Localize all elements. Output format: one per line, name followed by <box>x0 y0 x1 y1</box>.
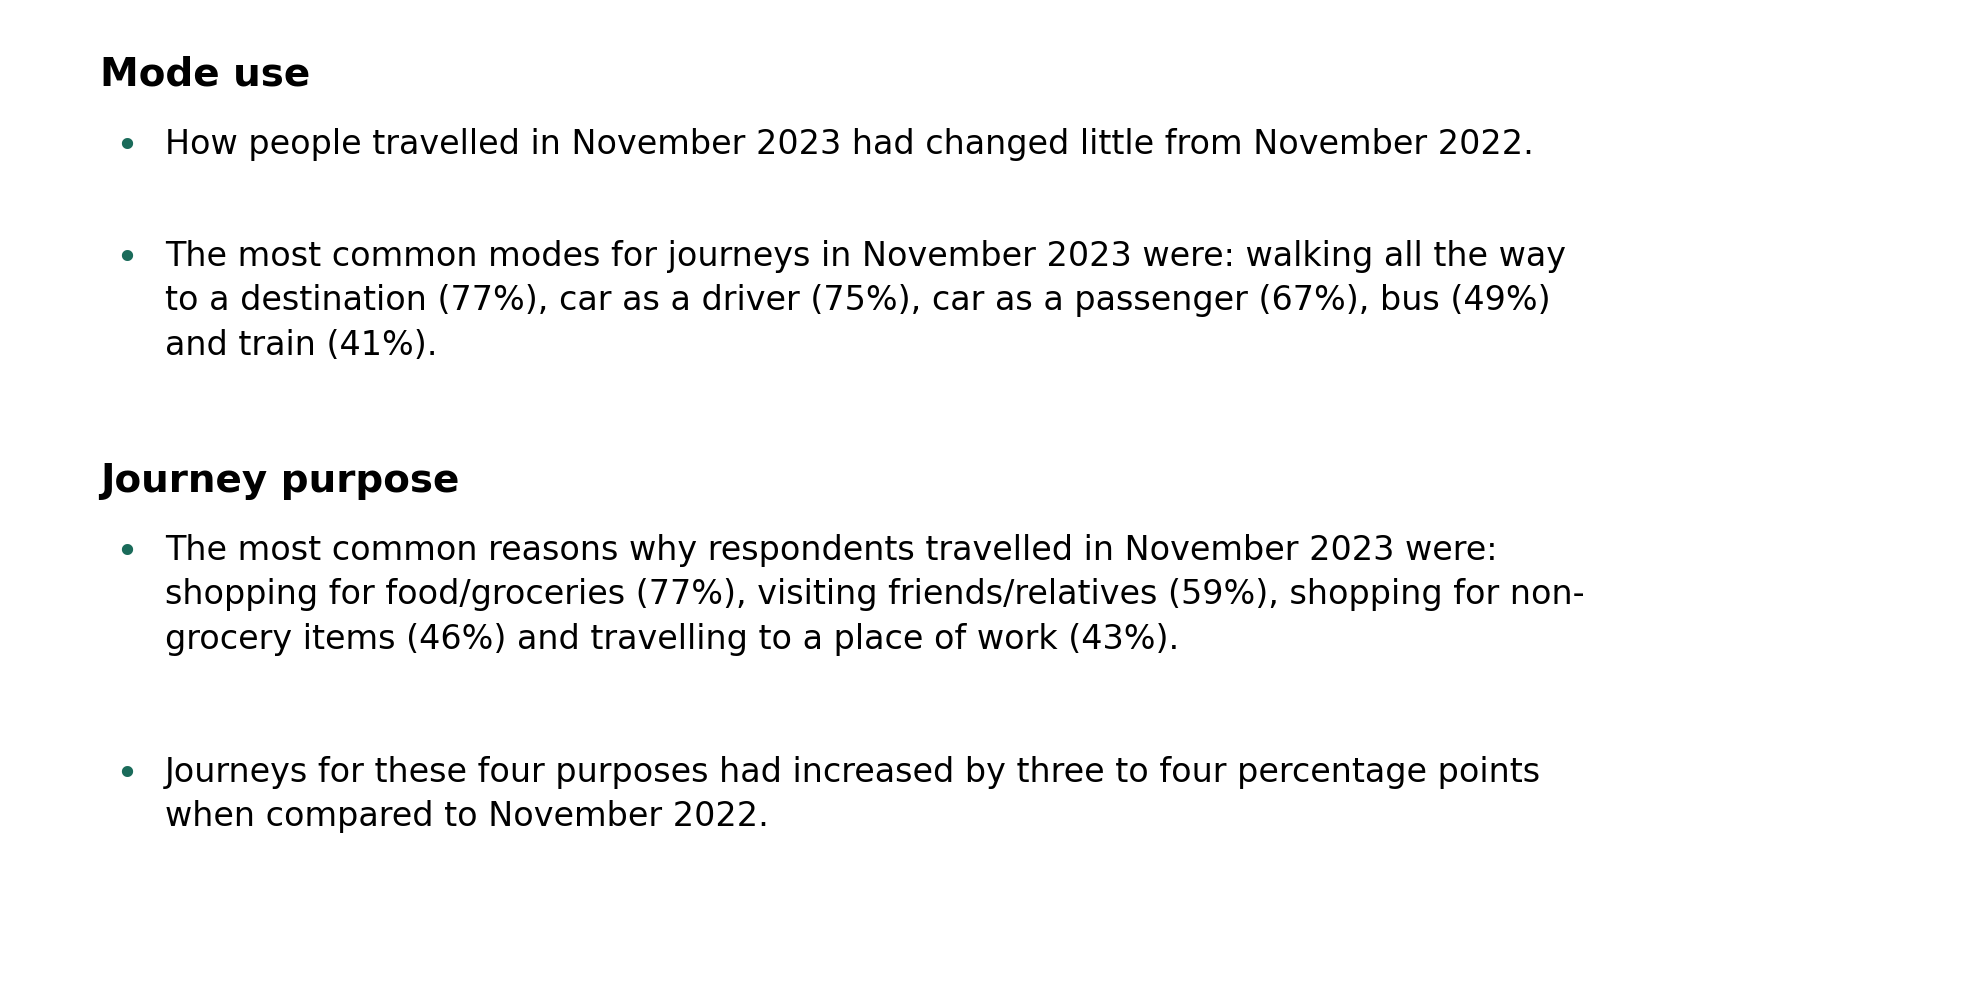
Text: •: • <box>114 240 138 278</box>
Text: The most common reasons why respondents travelled in November 2023 were:
shoppin: The most common reasons why respondents … <box>166 533 1584 656</box>
Text: Journeys for these four purposes had increased by three to four percentage point: Journeys for these four purposes had inc… <box>166 755 1541 833</box>
Text: How people travelled in November 2023 had changed little from November 2022.: How people travelled in November 2023 ha… <box>166 128 1533 161</box>
Text: •: • <box>114 533 138 572</box>
Text: •: • <box>114 755 138 794</box>
Text: Journey purpose: Journey purpose <box>101 461 460 500</box>
Text: •: • <box>114 128 138 166</box>
Text: The most common modes for journeys in November 2023 were: walking all the way
to: The most common modes for journeys in No… <box>166 240 1565 362</box>
Text: Mode use: Mode use <box>101 56 310 94</box>
